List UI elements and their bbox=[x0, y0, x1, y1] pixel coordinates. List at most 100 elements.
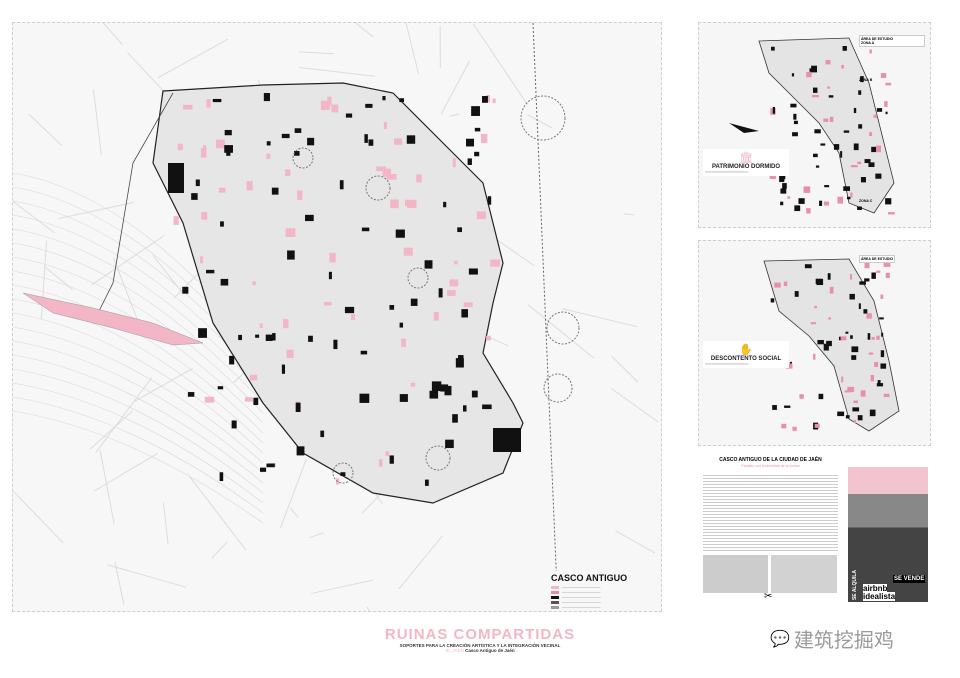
building-block bbox=[811, 65, 818, 73]
building-block bbox=[828, 317, 831, 320]
building-block bbox=[885, 198, 892, 205]
building-block bbox=[853, 143, 859, 151]
building-block bbox=[490, 259, 500, 267]
building-block bbox=[781, 423, 787, 429]
building-block bbox=[361, 227, 370, 232]
building-block bbox=[294, 128, 302, 133]
building-block bbox=[443, 201, 447, 208]
building-block bbox=[772, 405, 777, 410]
building-block bbox=[476, 211, 486, 220]
building-block bbox=[857, 161, 862, 165]
building-block bbox=[474, 151, 480, 157]
building-block bbox=[271, 187, 279, 195]
zone-label: ZONA C bbox=[859, 199, 873, 203]
scissors-icon: ✂ bbox=[764, 591, 773, 602]
building-block bbox=[869, 49, 872, 54]
building-block bbox=[320, 430, 325, 438]
casco-body-text bbox=[703, 473, 838, 551]
building-block bbox=[793, 113, 797, 120]
building-block bbox=[880, 350, 885, 358]
building-block bbox=[382, 96, 386, 101]
building-block bbox=[173, 216, 179, 225]
building-block bbox=[853, 420, 857, 424]
building-block bbox=[285, 169, 291, 177]
building-block bbox=[864, 159, 871, 164]
intervention-circle bbox=[543, 373, 573, 403]
building-block bbox=[429, 390, 439, 399]
building-block bbox=[244, 397, 253, 402]
building-block bbox=[840, 336, 847, 341]
building-block bbox=[203, 145, 207, 154]
building-block bbox=[195, 179, 200, 187]
building-block bbox=[486, 335, 491, 341]
building-block bbox=[806, 71, 812, 78]
building-block bbox=[217, 386, 224, 390]
building-block bbox=[784, 405, 791, 408]
building-block bbox=[198, 328, 207, 338]
descontento-legend: ✋ DESCONTENTO SOCIAL ━━━━━━━━━━━━━━━━━━━… bbox=[703, 341, 789, 368]
building-block bbox=[294, 150, 300, 156]
building-block bbox=[868, 162, 875, 168]
building-block bbox=[272, 333, 276, 341]
building-block bbox=[482, 404, 492, 410]
building-block bbox=[859, 281, 866, 285]
intervention-circle bbox=[332, 462, 354, 484]
poster-subtitle: SOPORTES PARA LA CREACIÓN ARTÍSTICA Y LA… bbox=[399, 643, 561, 648]
building-block bbox=[187, 392, 195, 397]
building-block bbox=[431, 381, 442, 392]
building-block bbox=[455, 358, 464, 368]
building-block bbox=[824, 185, 830, 188]
zone-label: ZONA B bbox=[859, 78, 873, 82]
building-block bbox=[885, 111, 888, 115]
building-block bbox=[850, 335, 853, 339]
building-block bbox=[329, 252, 336, 263]
descontento-map[interactable] bbox=[699, 241, 931, 446]
black-block-west bbox=[168, 163, 184, 193]
building-block bbox=[860, 390, 866, 397]
building-block bbox=[827, 86, 830, 89]
building-block bbox=[814, 423, 820, 428]
building-block bbox=[416, 174, 422, 183]
building-block bbox=[389, 455, 394, 464]
building-block bbox=[769, 174, 776, 180]
building-block bbox=[266, 463, 275, 468]
building-block bbox=[774, 282, 781, 288]
zone-label: ZONA A bbox=[861, 41, 875, 45]
building-block bbox=[399, 98, 405, 103]
building-block bbox=[331, 104, 339, 113]
area-box: ÁREA DE ESTUDIO ZONA A bbox=[859, 35, 925, 47]
building-block bbox=[255, 334, 260, 338]
building-block bbox=[871, 146, 877, 153]
building-block bbox=[841, 64, 844, 69]
building-block bbox=[182, 286, 189, 294]
patrimonio-legend: 🏛 PATRIMONIO DORMIDO ━━━━━━━━━━━━━━━━━━━… bbox=[703, 149, 789, 176]
building-block bbox=[851, 346, 859, 353]
building-block bbox=[812, 87, 818, 93]
building-block bbox=[445, 439, 454, 449]
old-town-map[interactable] bbox=[13, 23, 662, 612]
patrimonio-map[interactable] bbox=[699, 23, 931, 228]
building-block bbox=[876, 145, 882, 153]
building-block bbox=[471, 390, 478, 398]
building-block bbox=[815, 278, 823, 284]
building-block bbox=[286, 349, 294, 358]
building-block bbox=[382, 168, 392, 177]
building-block bbox=[885, 272, 890, 279]
building-block bbox=[803, 186, 811, 193]
building-block bbox=[779, 175, 785, 182]
building-block bbox=[463, 302, 473, 308]
building-block bbox=[389, 305, 395, 310]
building-block bbox=[212, 98, 222, 103]
intervention-circle bbox=[407, 267, 429, 289]
building-block bbox=[405, 199, 415, 207]
building-block bbox=[874, 361, 879, 367]
patrimonio-panel: 🏛 PATRIMONIO DORMIDO ━━━━━━━━━━━━━━━━━━━… bbox=[698, 22, 931, 228]
building-block bbox=[218, 187, 226, 193]
building-block bbox=[883, 263, 891, 267]
building-block bbox=[876, 108, 883, 112]
building-block bbox=[864, 261, 870, 269]
descontento-title: DESCONTENTO SOCIAL bbox=[710, 356, 782, 362]
descontento-panel: ✋ DESCONTENTO SOCIAL ━━━━━━━━━━━━━━━━━━━… bbox=[698, 240, 931, 446]
sign-idealista: idealista bbox=[863, 592, 896, 601]
building-block bbox=[200, 256, 204, 264]
